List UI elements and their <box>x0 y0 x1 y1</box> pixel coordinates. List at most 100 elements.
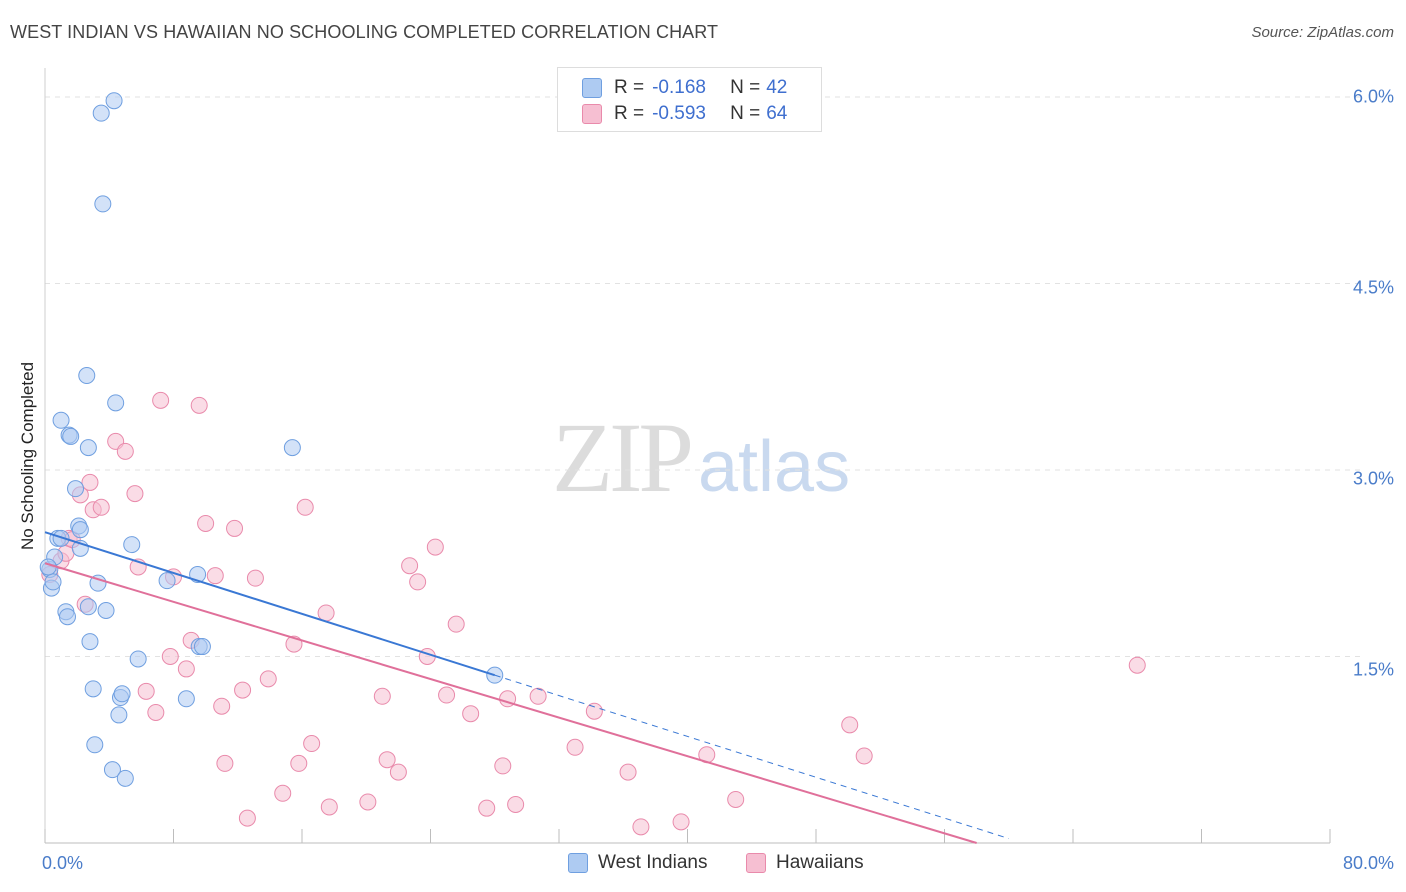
legend-n-value: 64 <box>766 103 788 124</box>
hawaiian-point <box>462 705 480 723</box>
bottom-legend-label-west-indians: West Indians <box>598 852 708 873</box>
hawaiian-point <box>373 687 391 705</box>
west-indian-point <box>52 529 70 547</box>
legend-r-value: -0.168 <box>652 77 706 98</box>
west-indian-point <box>97 601 115 619</box>
hawaiian-point <box>290 754 308 772</box>
bottom-legend-hawaiians: Hawaiians <box>746 852 864 874</box>
chart-title: WEST INDIAN VS HAWAIIAN NO SCHOOLING COM… <box>10 22 719 42</box>
west-indian-point <box>62 427 80 445</box>
legend-n-label: N = <box>730 77 761 98</box>
west-indian-point <box>103 761 121 779</box>
west-indian-point <box>67 480 85 498</box>
hawaiian-point <box>507 795 525 813</box>
y-tick-label: 3.0% <box>1352 468 1394 489</box>
legend-swatch-hawaiians <box>582 104 602 124</box>
legend-n-value: 42 <box>766 77 788 98</box>
hawaiian-point <box>81 473 99 491</box>
west-indian-point <box>92 104 110 122</box>
west-indian-point <box>78 367 96 385</box>
legend: R = -0.168 N = 42 R = -0.593 N = 64 <box>557 67 822 132</box>
y-tick-label: 4.5% <box>1352 277 1394 298</box>
hawaiian-point <box>529 687 547 705</box>
source-label: Source: ZipAtlas.com <box>1251 24 1394 41</box>
hawaiian-point <box>137 682 155 700</box>
hawaiian-point <box>234 681 252 699</box>
hawaiian-point <box>619 763 637 781</box>
west-indian-point <box>58 608 76 626</box>
hawaiian-point <box>672 813 690 831</box>
hawaiian-point <box>426 538 444 556</box>
legend-n-label: N = <box>730 103 761 124</box>
watermark-zip: ZIP <box>552 402 694 513</box>
hawaiian-point <box>216 754 234 772</box>
hawaiian-point <box>213 697 231 715</box>
x-tick-label-max: 80.0% <box>1342 853 1394 873</box>
west-indian-point <box>71 521 89 539</box>
watermark-atlas: atlas <box>698 427 851 507</box>
legend-r-label: R = <box>614 77 645 98</box>
hawaiian-point <box>226 519 244 537</box>
legend-swatch-west-indians <box>582 78 602 98</box>
west-indian-point <box>94 195 112 213</box>
hawaiian-point <box>206 567 224 585</box>
hawaiian-point <box>92 498 110 516</box>
west-indian-point <box>86 736 104 754</box>
west-indian-point <box>44 573 62 591</box>
hawaiian-point <box>197 514 215 532</box>
west-indian-point <box>123 536 141 554</box>
hawaiian-point <box>296 498 314 516</box>
hawaiian-point <box>320 798 338 816</box>
west-indian-point <box>283 439 301 457</box>
hawaiian-point <box>727 790 745 808</box>
y-tick-label: 1.5% <box>1352 659 1394 680</box>
hawaiian-point <box>478 799 496 817</box>
legend-r-label: R = <box>614 103 645 124</box>
y-axis-label: No Schooling Completed <box>18 361 37 551</box>
west-indian-point <box>81 633 99 651</box>
hawaiian-point <box>259 670 277 688</box>
hawaiian-point <box>585 702 603 720</box>
legend-row-hawaiians: R = -0.593 N = 64 <box>582 101 787 127</box>
hawaiian-point <box>116 442 134 460</box>
west-indian-point <box>110 706 128 724</box>
west-indian-point <box>116 769 134 787</box>
west-indian-point <box>84 680 102 698</box>
hawaiian-point <box>246 569 264 587</box>
hawaiian-point <box>841 716 859 734</box>
hawaiian-point <box>152 391 170 409</box>
west-indian-point <box>193 638 211 656</box>
hawaiian-point <box>359 793 377 811</box>
west-indian-point <box>158 572 176 590</box>
hawaiian-point <box>632 818 650 836</box>
hawaiian-point <box>238 809 256 827</box>
hawaiian-point <box>401 557 419 575</box>
hawaiian-point <box>566 738 584 756</box>
hawaiian-point <box>126 485 144 503</box>
hawaiian-point <box>161 648 179 665</box>
bottom-legend-swatch-west-indians <box>568 853 588 873</box>
hawaiian-point <box>494 757 512 775</box>
watermark: ZIP atlas <box>552 400 850 515</box>
west-indian-point <box>129 650 147 668</box>
hawaiian-point <box>389 763 407 781</box>
legend-r-value: -0.593 <box>652 103 706 124</box>
hawaiian-point <box>274 784 292 802</box>
y-tick-label: 6.0% <box>1352 86 1394 107</box>
hawaiian-point <box>855 747 873 765</box>
hawaiian-point <box>303 735 321 753</box>
west-indian-trend-line <box>44 531 496 677</box>
bottom-legend-label-hawaiians: Hawaiians <box>776 852 864 873</box>
hawaiian-trend-line <box>44 562 977 844</box>
bottom-legend-swatch-hawaiians <box>746 853 766 873</box>
west-indian-point <box>107 394 125 412</box>
hawaiian-point <box>447 615 465 633</box>
west-indian-point <box>79 439 97 457</box>
x-tick-label-min: 0.0% <box>42 853 84 873</box>
hawaiian-point <box>177 660 195 678</box>
bottom-legend-west-indians: West Indians <box>568 852 707 874</box>
west-indian-point <box>79 598 97 616</box>
west-indian-point <box>52 411 70 429</box>
hawaiian-point <box>1128 656 1146 674</box>
